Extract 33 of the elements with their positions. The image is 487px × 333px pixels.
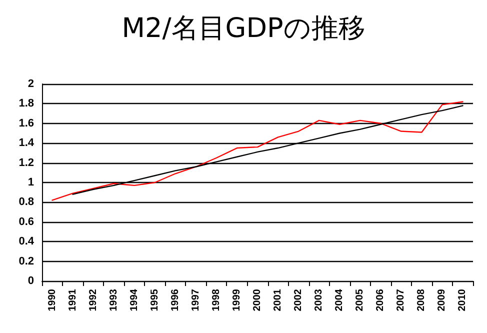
y-tick-label: 0.2 bbox=[18, 255, 34, 268]
y-tick-label: 0.4 bbox=[18, 236, 35, 248]
x-tick-label: 2001 bbox=[272, 288, 284, 312]
x-tick-label: 2004 bbox=[334, 288, 346, 312]
x-tick-label: 2009 bbox=[436, 288, 448, 312]
x-tick-label: 1999 bbox=[231, 288, 242, 312]
y-tick-label: 1.2 bbox=[18, 156, 34, 169]
x-tick-label: 2010 bbox=[457, 288, 468, 312]
x-tick-label: 2005 bbox=[354, 288, 366, 312]
x-tick-label: 2003 bbox=[314, 288, 325, 312]
y-tick-label: 1 bbox=[28, 176, 34, 188]
x-tick-label: 1996 bbox=[170, 288, 181, 312]
x-tick-label: 1998 bbox=[210, 288, 222, 312]
x-tick-label: 1993 bbox=[108, 288, 120, 312]
x-tick-label: 2000 bbox=[252, 288, 263, 312]
x-tick-label: 1992 bbox=[88, 288, 99, 312]
x-tick-label: 2007 bbox=[396, 288, 407, 312]
x-tick-label: 1995 bbox=[149, 288, 160, 312]
y-tick-label: 0.8 bbox=[18, 196, 34, 208]
y-tick-label: 2 bbox=[28, 78, 34, 90]
y-tick-label: 1.6 bbox=[18, 117, 34, 130]
x-tick-label: 1994 bbox=[128, 288, 140, 312]
x-tick-label: 1991 bbox=[67, 288, 78, 312]
y-tick-label: 0.6 bbox=[18, 216, 34, 228]
x-tick-label: 2008 bbox=[416, 288, 428, 312]
y-tick-label: 1.8 bbox=[18, 98, 34, 110]
y-tick-label: 1.4 bbox=[18, 137, 35, 150]
x-tick-label: 1990 bbox=[46, 288, 58, 312]
x-tick-label: 2002 bbox=[293, 288, 304, 312]
x-tick-label: 2006 bbox=[375, 288, 386, 312]
y-tick-label: 0 bbox=[28, 275, 34, 287]
chart-title: M2/名目GDPの推移 bbox=[122, 13, 366, 44]
x-tick-label: 1997 bbox=[190, 288, 202, 312]
